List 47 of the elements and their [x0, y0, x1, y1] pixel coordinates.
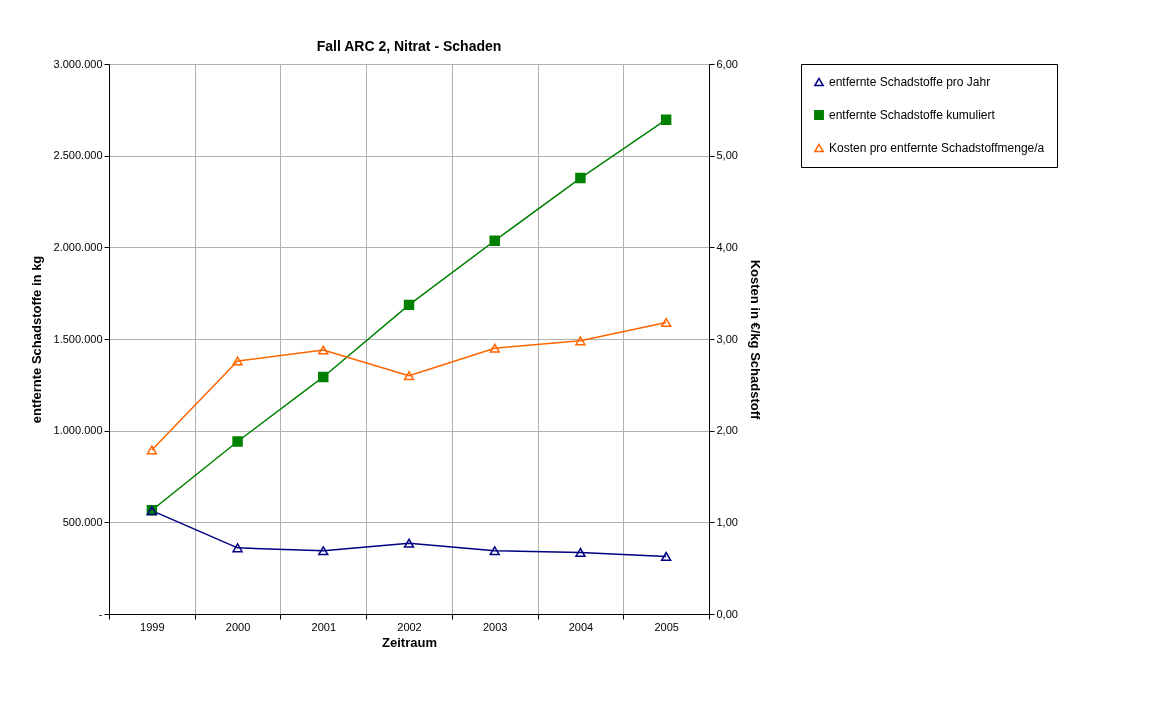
y2-tick-label: 3,00	[716, 332, 738, 345]
point	[232, 356, 243, 366]
x-tick-label: 2003	[482, 620, 508, 633]
point	[489, 343, 500, 353]
point	[575, 336, 586, 346]
point	[660, 551, 672, 562]
point	[146, 445, 158, 455]
y-tick-label: 2.000.000	[53, 240, 103, 253]
legend-label: Kosten pro entfernte Schadstoffmenge/a	[829, 141, 1045, 155]
point	[575, 547, 586, 558]
x-tick-label: 2000	[225, 620, 251, 633]
point	[575, 172, 586, 184]
y2-tick-label: 5,00	[716, 149, 738, 162]
point	[489, 546, 500, 556]
x-axis-title: Zeitraum	[382, 634, 437, 650]
y-tick-label: 500.000	[62, 515, 103, 528]
y-tick-label: -	[98, 607, 103, 620]
y2-tick-label: 2,00	[716, 424, 738, 437]
y2-tick-label: 0,00	[716, 607, 738, 620]
y-tick-label: 1.000.000	[53, 424, 103, 437]
point	[318, 546, 329, 556]
point	[318, 371, 329, 383]
legend-label: entfernte Schadstoffe pro Jahr	[829, 75, 991, 89]
point	[403, 299, 415, 311]
y2-tick-label: 4,00	[716, 240, 738, 253]
x-tick-label: 2005	[654, 620, 679, 633]
y2-tick-label: 6,00	[716, 57, 738, 70]
y-tick-label: 3.000.000	[53, 57, 103, 70]
point	[232, 436, 243, 447]
point	[660, 114, 672, 125]
y-axis-title: entfernte Schadstoffe in kg	[28, 255, 44, 424]
point	[232, 543, 243, 553]
y-tick-label: 1.500.000	[53, 332, 103, 345]
point	[403, 371, 415, 381]
point	[403, 538, 415, 548]
x-tick-label: 2002	[397, 620, 422, 633]
x-tick-label: 2004	[568, 620, 594, 633]
y-tick-label: 2.500.000	[53, 149, 103, 162]
y2-axis-title: Kosten in €/kg Schadstoff	[747, 259, 763, 420]
point	[489, 235, 500, 246]
point	[660, 317, 672, 328]
x-tick-label: 2001	[311, 620, 337, 633]
point	[318, 345, 329, 355]
chart-title: Fall ARC 2, Nitrat - Schaden	[316, 38, 502, 54]
legend-label: entfernte Schadstoffe kumuliert	[829, 108, 996, 122]
y2-tick-label: 1,00	[716, 515, 738, 528]
x-tick-label: 1999	[140, 620, 165, 633]
